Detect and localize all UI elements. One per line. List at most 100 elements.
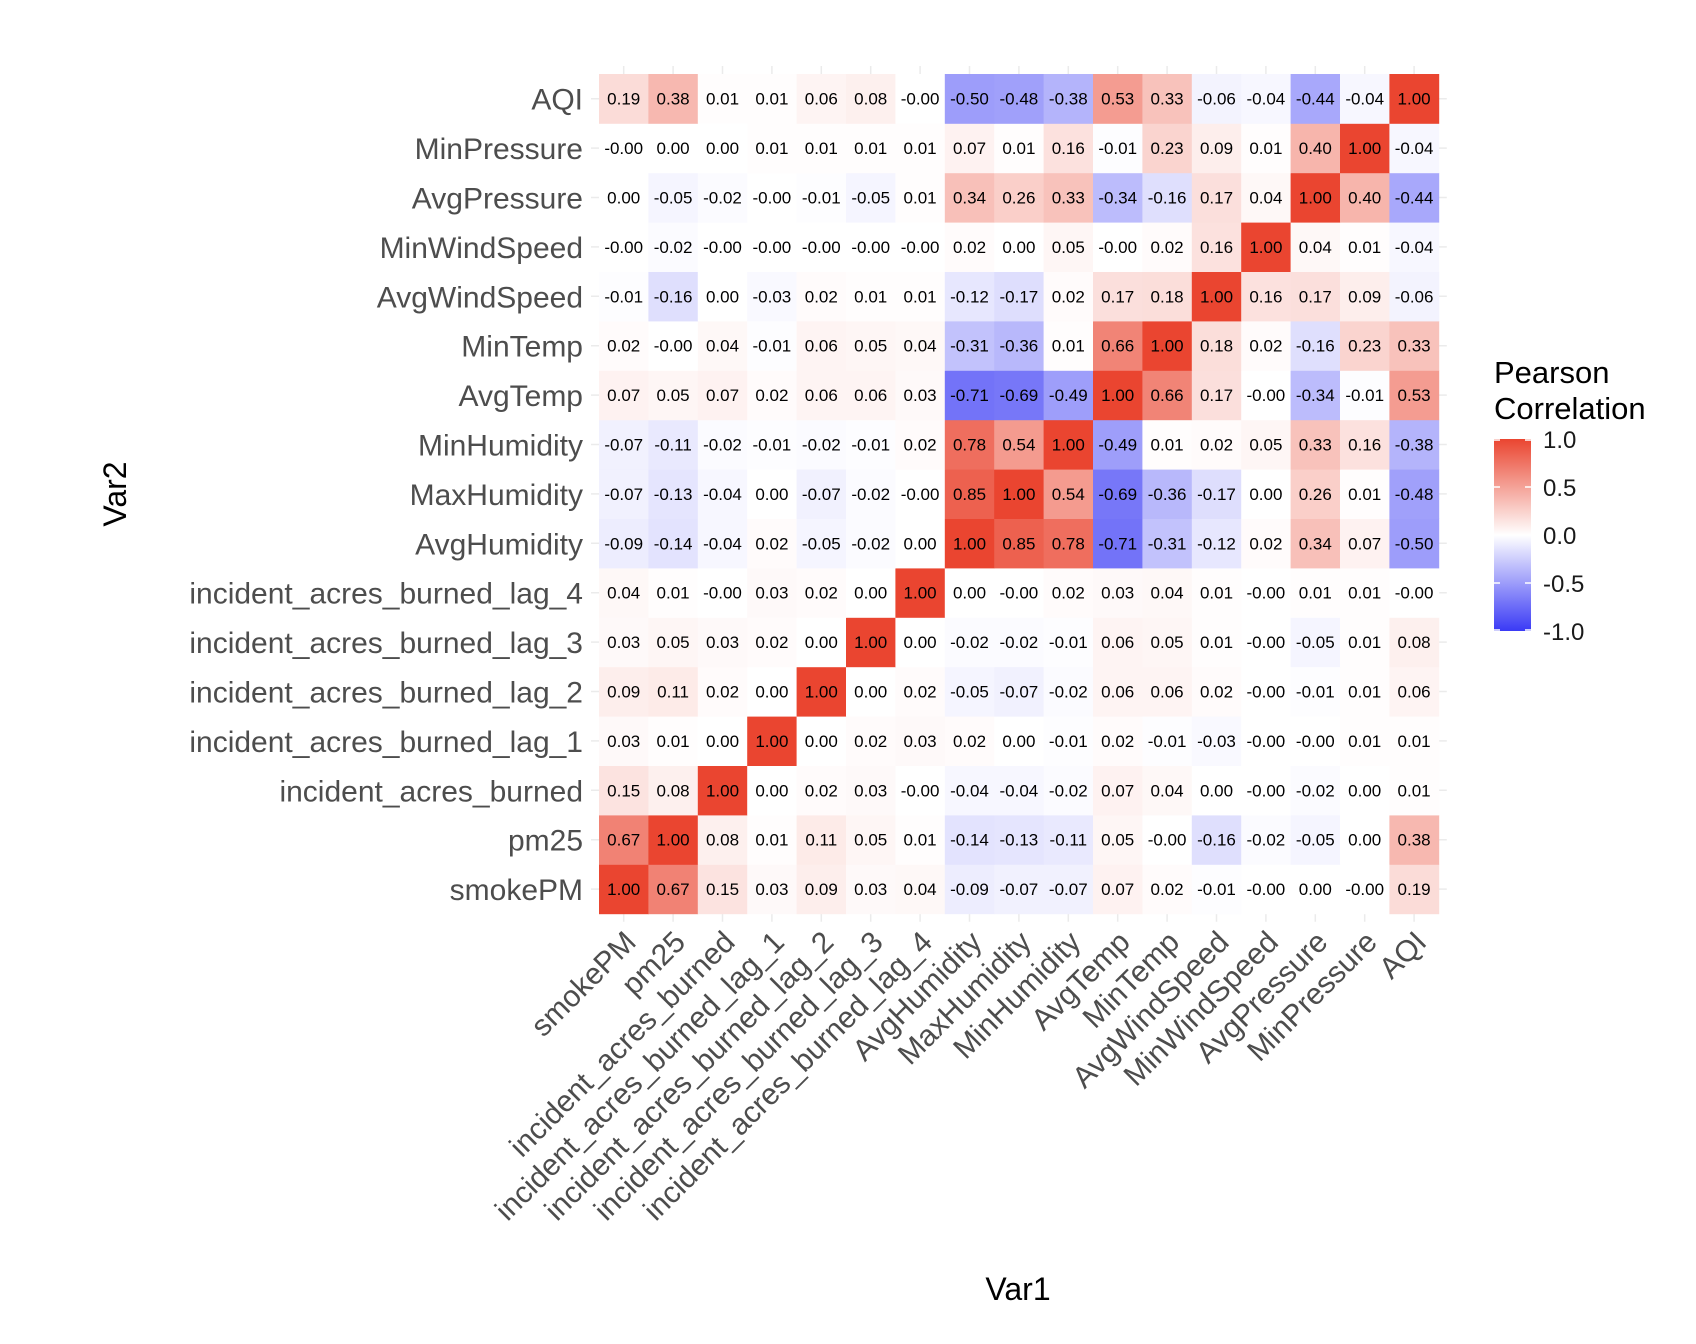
cell-value-label: -0.04 xyxy=(703,534,742,553)
cell-value-label: -0.49 xyxy=(1049,386,1088,405)
heatmap-cell xyxy=(944,419,995,470)
heatmap-cell xyxy=(1389,617,1440,668)
heatmap-cell xyxy=(1093,864,1143,915)
heatmap-cell xyxy=(1241,617,1291,668)
heatmap-cell xyxy=(697,765,748,816)
cell-value-label: 1.00 xyxy=(1299,189,1332,208)
heatmap-cell xyxy=(796,419,847,470)
cell-value-label: 0.01 xyxy=(1348,683,1381,702)
heatmap-cell xyxy=(1241,716,1291,766)
cell-value-label: 0.38 xyxy=(1398,831,1431,850)
cell-value-label: 0.33 xyxy=(1052,189,1085,208)
cell-value-label: -0.01 xyxy=(753,337,792,356)
cell-value-label: -0.06 xyxy=(1395,287,1434,306)
cell-value-label: -0.48 xyxy=(1395,485,1434,504)
heatmap-cell xyxy=(1241,271,1291,322)
cell-value-label: -0.04 xyxy=(1395,238,1434,257)
cell-value-label: 0.02 xyxy=(607,337,640,356)
heatmap-cell xyxy=(648,617,699,668)
heatmap-cell xyxy=(796,666,847,717)
cell-value-label: 0.02 xyxy=(953,238,986,257)
heatmap-cell xyxy=(944,172,995,223)
cell-value-label: -0.07 xyxy=(604,485,643,504)
cell-value-label: 1.00 xyxy=(607,880,640,899)
heatmap-cell xyxy=(599,469,649,519)
cell-value-label: 0.15 xyxy=(706,880,739,899)
cell-value-label: 0.26 xyxy=(1299,485,1332,504)
cell-value-label: 0.01 xyxy=(1398,732,1431,751)
heatmap-cell xyxy=(994,370,1044,421)
cell-value-label: -0.12 xyxy=(950,287,989,306)
cell-value-label: 0.00 xyxy=(1348,781,1381,800)
heatmap-cell xyxy=(599,617,649,668)
heatmap-cell xyxy=(895,172,946,223)
heatmap-cell xyxy=(1142,271,1193,322)
cell-value-label: 0.16 xyxy=(1052,139,1085,158)
cell-value-label: -0.06 xyxy=(1197,90,1236,109)
heatmap-cell xyxy=(747,469,797,519)
heatmap-cell xyxy=(1241,518,1291,569)
heatmap-cell xyxy=(1290,815,1341,865)
cell-value-label: 0.00 xyxy=(755,683,788,702)
heatmap-cell xyxy=(1290,123,1341,174)
cell-value-label: 0.07 xyxy=(607,386,640,405)
cell-value-label: 0.04 xyxy=(904,337,937,356)
heatmap-cell xyxy=(1290,172,1341,223)
cell-value-label: 0.05 xyxy=(1151,633,1184,652)
cell-value-label: 0.02 xyxy=(706,683,739,702)
y-tick-label: AvgHumidity xyxy=(415,528,583,561)
cell-value-label: 0.18 xyxy=(1151,287,1184,306)
cell-value-label: 1.00 xyxy=(1151,337,1184,356)
heatmap-cell xyxy=(648,271,699,322)
heatmap-cell xyxy=(697,864,748,915)
cell-value-label: -0.05 xyxy=(654,189,693,208)
cell-value-label: 0.23 xyxy=(1348,337,1381,356)
cell-value-label: -0.05 xyxy=(1296,633,1335,652)
cell-value-label: 1.00 xyxy=(706,781,739,800)
cell-value-label: 0.17 xyxy=(1200,189,1233,208)
cell-value-label: -0.05 xyxy=(1296,831,1335,850)
cell-value-label: -0.02 xyxy=(851,534,890,553)
heatmap-cell xyxy=(648,716,699,766)
heatmap-cell xyxy=(747,765,797,816)
cell-value-label: 0.02 xyxy=(1052,287,1085,306)
heatmap-cell xyxy=(648,123,699,174)
cell-value-label: 0.33 xyxy=(1299,436,1332,455)
heatmap-cell xyxy=(1340,172,1390,223)
heatmap-cell xyxy=(1389,271,1440,322)
cell-value-label: -0.01 xyxy=(1098,139,1137,158)
cell-value-label: 0.26 xyxy=(1002,189,1035,208)
cell-value-label: 0.01 xyxy=(1002,139,1035,158)
heatmap-cell xyxy=(1290,271,1341,322)
cell-value-label: 0.03 xyxy=(755,880,788,899)
y-tick-label: MinPressure xyxy=(415,133,583,166)
heatmap-cell xyxy=(599,370,649,421)
heatmap-cell xyxy=(1043,469,1094,519)
heatmap-cell xyxy=(1389,321,1440,371)
heatmap-cell xyxy=(796,74,847,124)
heatmap-cell xyxy=(648,370,699,421)
cell-value-label: -0.00 xyxy=(1247,683,1286,702)
heatmap-cell xyxy=(1389,222,1440,272)
cell-value-label: 0.33 xyxy=(1398,337,1431,356)
cell-value-label: 0.01 xyxy=(1249,139,1282,158)
heatmap-cell xyxy=(1290,568,1341,618)
heatmap-cell xyxy=(1290,518,1341,569)
cell-value-label: 0.16 xyxy=(1348,436,1381,455)
heatmap-cell xyxy=(846,716,896,766)
heatmap-cell xyxy=(1043,419,1094,470)
cell-value-label: 0.01 xyxy=(1151,436,1184,455)
y-tick-label: incident_acres_burned xyxy=(279,775,583,808)
cell-value-label: -0.04 xyxy=(1247,90,1286,109)
heatmap-cell xyxy=(796,568,847,618)
cell-value-label: -0.07 xyxy=(802,485,841,504)
heatmap-cell xyxy=(599,74,649,124)
cell-value-label: 1.00 xyxy=(1398,90,1431,109)
heatmap-cell xyxy=(796,370,847,421)
heatmap-cell xyxy=(1043,518,1094,569)
heatmap-cell xyxy=(1389,419,1440,470)
cell-value-label: 0.00 xyxy=(607,189,640,208)
y-tick-label: AvgWindSpeed xyxy=(377,281,583,314)
heatmap-cell xyxy=(1142,617,1193,668)
